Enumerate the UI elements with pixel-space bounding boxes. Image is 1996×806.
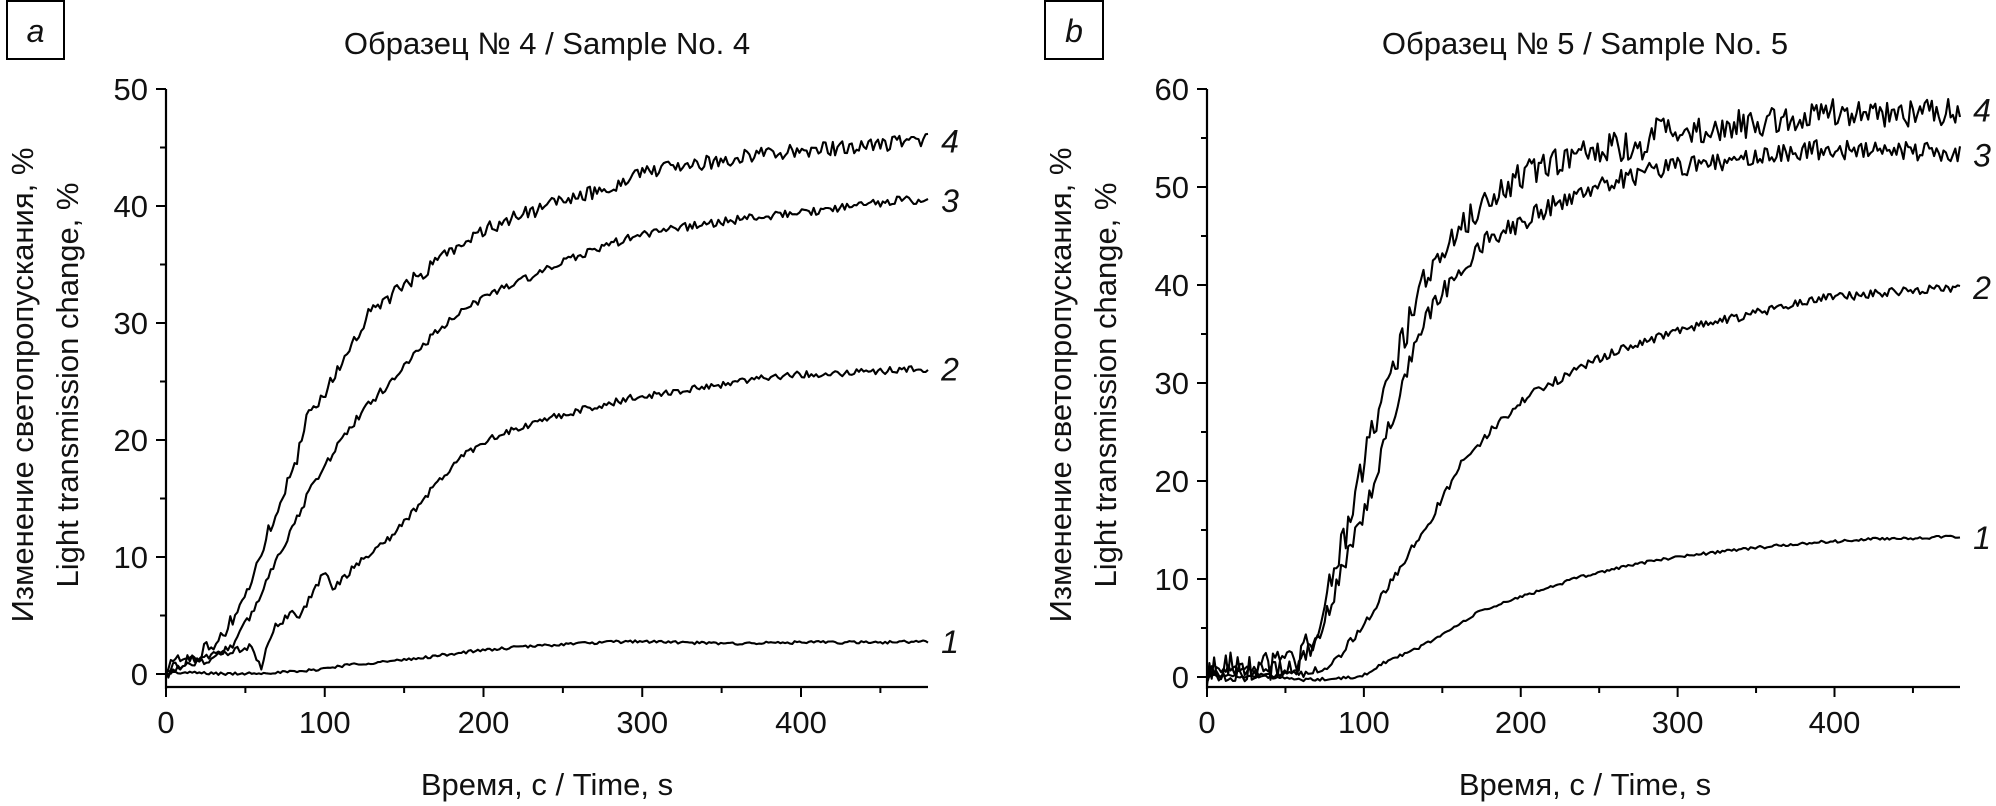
panel-a-ytick-label: 20 <box>114 423 148 458</box>
panel-a: a Образец № 4 / Sample No. 4 Изменение с… <box>5 0 959 802</box>
panel-a-xtick-label: 400 <box>775 705 827 740</box>
panel-a-ytick-label: 0 <box>131 657 148 692</box>
panel-b-ytick-label: 60 <box>1155 72 1189 107</box>
panel-a-series-label-4: 4 <box>941 123 959 159</box>
panel-b-series-label-4: 4 <box>1973 93 1991 129</box>
panel-a-series-3 <box>165 195 929 675</box>
panel-b-series-label-1: 1 <box>1973 520 1991 556</box>
panel-b-title: Образец № 5 / Sample No. 5 <box>1382 26 1788 61</box>
panel-a-xlabel: Время, с / Time, s <box>421 767 673 802</box>
panel-b-ylabel-ru: Изменение светопропускания, % <box>1043 148 1078 623</box>
panel-b-series-4 <box>1205 97 1962 687</box>
panel-a-ytick-label: 50 <box>114 72 148 107</box>
panel-b-series: 1 2 3 4 <box>1205 93 1991 687</box>
panel-b-ytick-label: 50 <box>1155 170 1189 205</box>
panel-a-series: 1 2 3 4 <box>165 123 959 679</box>
panel-b-xtick-label: 200 <box>1495 705 1547 740</box>
panel-a-series-label-2: 2 <box>940 352 959 388</box>
panel-a-ytick-label: 40 <box>114 189 148 224</box>
panel-b-letter: b <box>1065 13 1083 49</box>
panel-a-letter: a <box>27 13 45 49</box>
panel-b-ytick-label: 20 <box>1155 464 1189 499</box>
panel-a-ylabel-en: Light transmission change, % <box>50 183 85 588</box>
panel-b-ytick-label: 0 <box>1172 660 1189 695</box>
panel-b-ytick-label: 40 <box>1155 268 1189 303</box>
panel-b-xtick-label: 300 <box>1652 705 1704 740</box>
panel-a-title: Образец № 4 / Sample No. 4 <box>344 26 750 61</box>
panel-a-ytick-label: 30 <box>114 306 148 341</box>
panel-b-ytick-label: 10 <box>1155 562 1189 597</box>
panel-b-xtick-label: 0 <box>1198 705 1215 740</box>
panel-a-letter-box <box>6 0 65 60</box>
panel-b-letter-box <box>1044 0 1104 60</box>
panel-b-series-2 <box>1206 284 1961 679</box>
panel-a-series-1 <box>165 639 929 676</box>
panel-b-ticks: 0 10 20 30 40 50 60 0 100 200 300 400 <box>1155 72 1960 740</box>
panel-a-ticks: 0 10 20 30 40 50 0 100 200 300 400 <box>114 72 928 740</box>
panel-b-ylabel-en: Light transmission change, % <box>1088 183 1123 588</box>
panel-a-series-2 <box>165 365 929 674</box>
panel-a-xtick-label: 200 <box>458 705 510 740</box>
panel-a-series-label-3: 3 <box>941 183 959 219</box>
panel-a-ylabel-ru: Изменение светопропускания, % <box>5 148 40 623</box>
panel-b-xtick-label: 100 <box>1338 705 1390 740</box>
panel-a-series-label-1: 1 <box>941 624 959 660</box>
panel-a-series-4 <box>165 132 929 679</box>
panel-a-xtick-label: 100 <box>299 705 351 740</box>
panel-a-xtick-label: 300 <box>616 705 668 740</box>
panel-b-xlabel: Время, с / Time, s <box>1459 767 1711 802</box>
panel-b-series-label-2: 2 <box>1972 270 1991 306</box>
panel-a-xtick-label: 0 <box>157 705 174 740</box>
panel-b-ytick-label: 30 <box>1155 366 1189 401</box>
panel-b-series-label-3: 3 <box>1973 138 1991 174</box>
panel-b: b Образец № 5 / Sample No. 5 Изменение с… <box>1043 0 1991 802</box>
panel-b-xtick-label: 400 <box>1809 705 1861 740</box>
panel-b-series-3 <box>1205 139 1962 684</box>
panel-a-ytick-label: 10 <box>114 540 148 575</box>
panel-b-series-1 <box>1206 534 1961 683</box>
